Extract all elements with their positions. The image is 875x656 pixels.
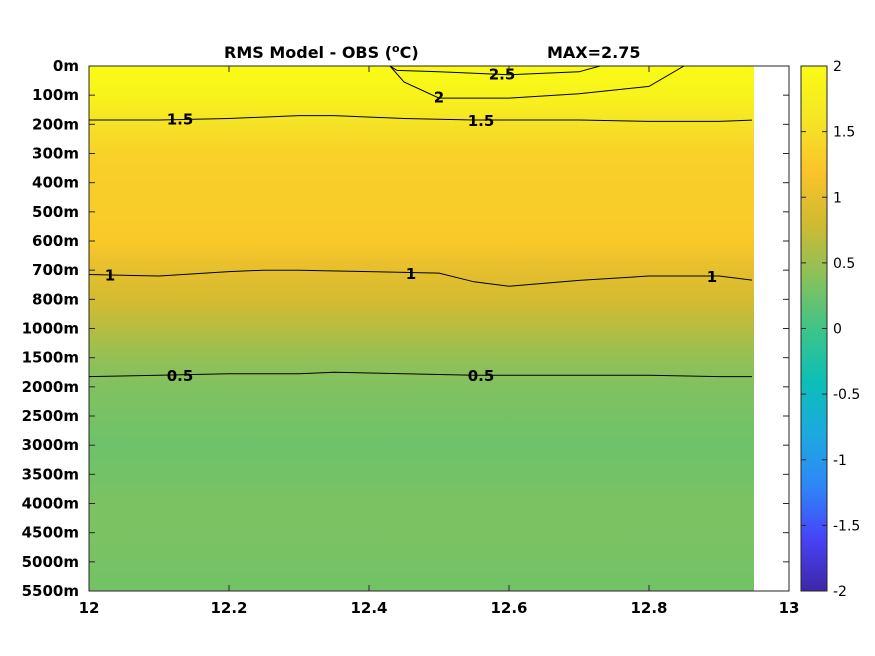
contour-label: 1 [707, 268, 717, 286]
y-tick-label: 400m [32, 174, 79, 192]
colorbar-tick-label: -1 [833, 453, 847, 469]
colorbar-tick-label: -2 [833, 584, 847, 600]
x-axis-ticks: 12 12.2 12.4 12.6 12.8 13 [79, 66, 800, 617]
contour-label: 1 [105, 267, 115, 285]
contour-line [89, 371, 752, 378]
y-tick-label: 200m [32, 115, 79, 133]
contour-label: 1.5 [167, 111, 194, 129]
colorbar-tick-label: 0 [833, 322, 842, 338]
contour-label: 1.5 [468, 112, 495, 130]
contour-labels: 2.5 2 1.5 1.5 1 1 1 0.5 0.5 [105, 65, 717, 385]
x-tick-label: 12.8 [630, 599, 667, 617]
chart-max-label: MAX=2.75 [547, 43, 641, 62]
contour-label: 0.5 [468, 367, 495, 385]
y-tick-label: 100m [32, 86, 79, 104]
y-tick-label: 1000m [22, 320, 79, 338]
x-tick-label: 13 [779, 599, 800, 617]
colorbar-tick-label: -1.5 [833, 518, 860, 534]
contour-line [89, 115, 752, 122]
y-tick-label: 3500m [22, 465, 79, 483]
colorbar-tick-label: 2 [833, 59, 842, 75]
y-tick-label: 1500m [22, 349, 79, 367]
x-tick-label: 12 [79, 599, 100, 617]
colorbar-ticks: 2 1.5 1 0.5 0 -0.5 -1 -1.5 -2 [801, 59, 860, 600]
colorbar-tick-label: 0.5 [833, 256, 855, 272]
contour-lines [89, 66, 752, 378]
y-tick-label: 4000m [22, 495, 79, 513]
y-tick-label: 2500m [22, 407, 79, 425]
contour-label: 2 [434, 89, 444, 107]
contour-label: 1 [406, 265, 416, 283]
contour-line [89, 269, 752, 287]
colorbar-tick-label: -0.5 [833, 387, 860, 403]
x-tick-label: 12.6 [490, 599, 527, 617]
contour-label: 2.5 [489, 65, 516, 83]
contour-line [389, 66, 685, 99]
colorbar-tick-label: 1.5 [833, 125, 855, 141]
contour-label: 0.5 [167, 367, 194, 385]
y-tick-label: 3000m [22, 436, 79, 454]
y-tick-label: 0m [53, 57, 79, 75]
y-tick-label: 700m [32, 261, 79, 279]
y-tick-label: 300m [32, 145, 79, 163]
y-axis-ticks: 0m 100m 200m 300m 400m 500m 600m 700m 800m 1000m 1… [22, 57, 789, 600]
contour-line [389, 66, 601, 76]
y-tick-label: 800m [32, 290, 79, 308]
y-tick-label: 2000m [22, 378, 79, 396]
colorbar-tick-label: 1 [833, 190, 842, 206]
y-tick-label: 5500m [22, 582, 79, 600]
y-tick-label: 500m [32, 203, 79, 221]
x-tick-label: 12.4 [350, 599, 387, 617]
heatmap-field [89, 66, 754, 591]
chart-title: RMS Model - OBS (oC) [224, 42, 419, 62]
y-tick-label: 5000m [22, 553, 79, 571]
y-tick-label: 600m [32, 232, 79, 250]
x-tick-label: 12.2 [210, 599, 247, 617]
y-tick-label: 4500m [22, 524, 79, 542]
